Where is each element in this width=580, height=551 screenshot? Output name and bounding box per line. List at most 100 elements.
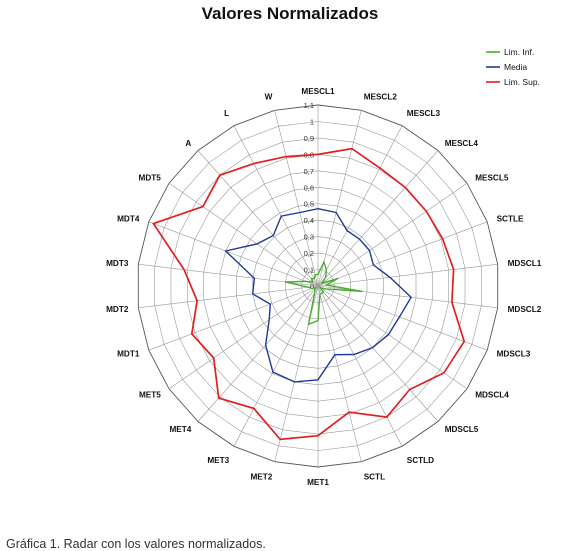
data-point	[314, 289, 316, 291]
data-point	[398, 316, 401, 318]
data-point	[253, 407, 255, 409]
grid-spoke	[317, 285, 488, 351]
axis-label: MDT5	[139, 174, 162, 183]
grid-spoke	[197, 150, 319, 287]
grid-spoke	[317, 221, 488, 287]
data-point	[213, 357, 215, 359]
data-point	[409, 388, 411, 391]
data-point	[351, 148, 353, 150]
tick-label: 0,9	[304, 134, 314, 143]
data-point	[322, 291, 325, 293]
data-point	[225, 250, 227, 252]
data-point	[453, 268, 455, 271]
data-point	[252, 293, 254, 295]
data-point	[319, 293, 321, 295]
radar-spokes	[138, 105, 498, 467]
grid-spoke	[148, 285, 319, 351]
axis-label: MESCL1	[301, 87, 335, 96]
data-point	[269, 303, 271, 305]
grid-spoke	[197, 285, 319, 422]
data-point	[284, 281, 286, 283]
axis-label: MDSCL5	[445, 425, 479, 434]
grid-spoke	[317, 285, 498, 309]
axis-label: SCTL	[364, 472, 385, 481]
data-point	[256, 243, 258, 245]
axis-label: MDT1	[117, 350, 140, 359]
data-point	[268, 319, 270, 321]
data-point	[253, 163, 255, 165]
data-point	[279, 438, 281, 440]
data-point	[293, 381, 295, 383]
legend: Lim. Inf. Media Lim. Sup.	[486, 47, 540, 87]
axis-label: SCTLD	[407, 456, 434, 465]
axis-label: MDSCL2	[508, 305, 542, 314]
data-point	[325, 276, 327, 278]
grid-spoke	[317, 285, 362, 462]
data-point	[334, 354, 336, 356]
data-point	[317, 435, 319, 437]
data-point	[310, 278, 313, 280]
data-point	[305, 280, 307, 282]
data-point	[314, 287, 316, 289]
grid-spoke	[317, 182, 468, 287]
data-point	[321, 282, 323, 284]
data-point	[317, 208, 319, 210]
data-point	[325, 288, 327, 290]
grid-spoke	[148, 221, 319, 287]
data-point	[265, 344, 267, 346]
data-point	[425, 210, 427, 212]
tick-label: 0,5	[304, 200, 314, 209]
axis-label: MET2	[250, 472, 272, 481]
axis-label: MESCL2	[364, 93, 398, 102]
axis-label: MDSCL1	[508, 259, 542, 268]
axis-label: MDSCL3	[497, 350, 531, 359]
data-point	[358, 238, 361, 240]
data-point	[317, 153, 319, 155]
data-point	[325, 269, 327, 271]
data-point	[372, 347, 374, 349]
data-point	[404, 186, 406, 189]
legend-label: Lim. Inf.	[504, 47, 534, 57]
tick-label: 0	[310, 282, 314, 291]
data-point	[317, 320, 319, 322]
tick-label: 1,1	[304, 101, 314, 110]
data-point	[323, 261, 325, 263]
tick-label: 0,7	[304, 167, 314, 176]
tick-label: 0,4	[304, 216, 314, 225]
data-point	[368, 249, 371, 252]
data-point	[202, 205, 204, 208]
data-point	[183, 269, 185, 271]
tick-label: 1	[310, 118, 314, 127]
series-line-2	[224, 207, 412, 383]
data-point	[314, 274, 316, 276]
tick-label: 0,1	[304, 266, 314, 275]
grid-spoke	[317, 285, 403, 447]
grid-spoke	[274, 110, 319, 287]
data-point	[335, 211, 337, 214]
data-point	[337, 277, 339, 279]
grid-spoke	[317, 285, 468, 390]
axis-label: L	[224, 109, 229, 118]
data-point	[299, 211, 301, 214]
axis-label: MESCL4	[445, 139, 479, 148]
legend-label: Media	[504, 62, 527, 72]
axis-label: MDT2	[106, 305, 129, 314]
data-point	[325, 284, 327, 286]
data-point	[389, 276, 391, 278]
data-point	[317, 273, 319, 276]
grid-spoke	[317, 150, 439, 287]
tick-label: 0,6	[304, 183, 314, 192]
data-point	[353, 353, 355, 356]
grid-spoke	[233, 285, 319, 447]
chart-title: Valores Normalizados	[201, 4, 379, 23]
axis-label: A	[185, 139, 191, 148]
grid-spoke	[317, 285, 439, 422]
data-point	[386, 416, 388, 418]
data-point	[312, 281, 314, 283]
data-point	[196, 300, 198, 302]
data-point	[348, 411, 350, 413]
axis-label: MET5	[139, 391, 161, 400]
grid-spoke	[233, 125, 319, 287]
axis-label: MET4	[169, 425, 191, 434]
